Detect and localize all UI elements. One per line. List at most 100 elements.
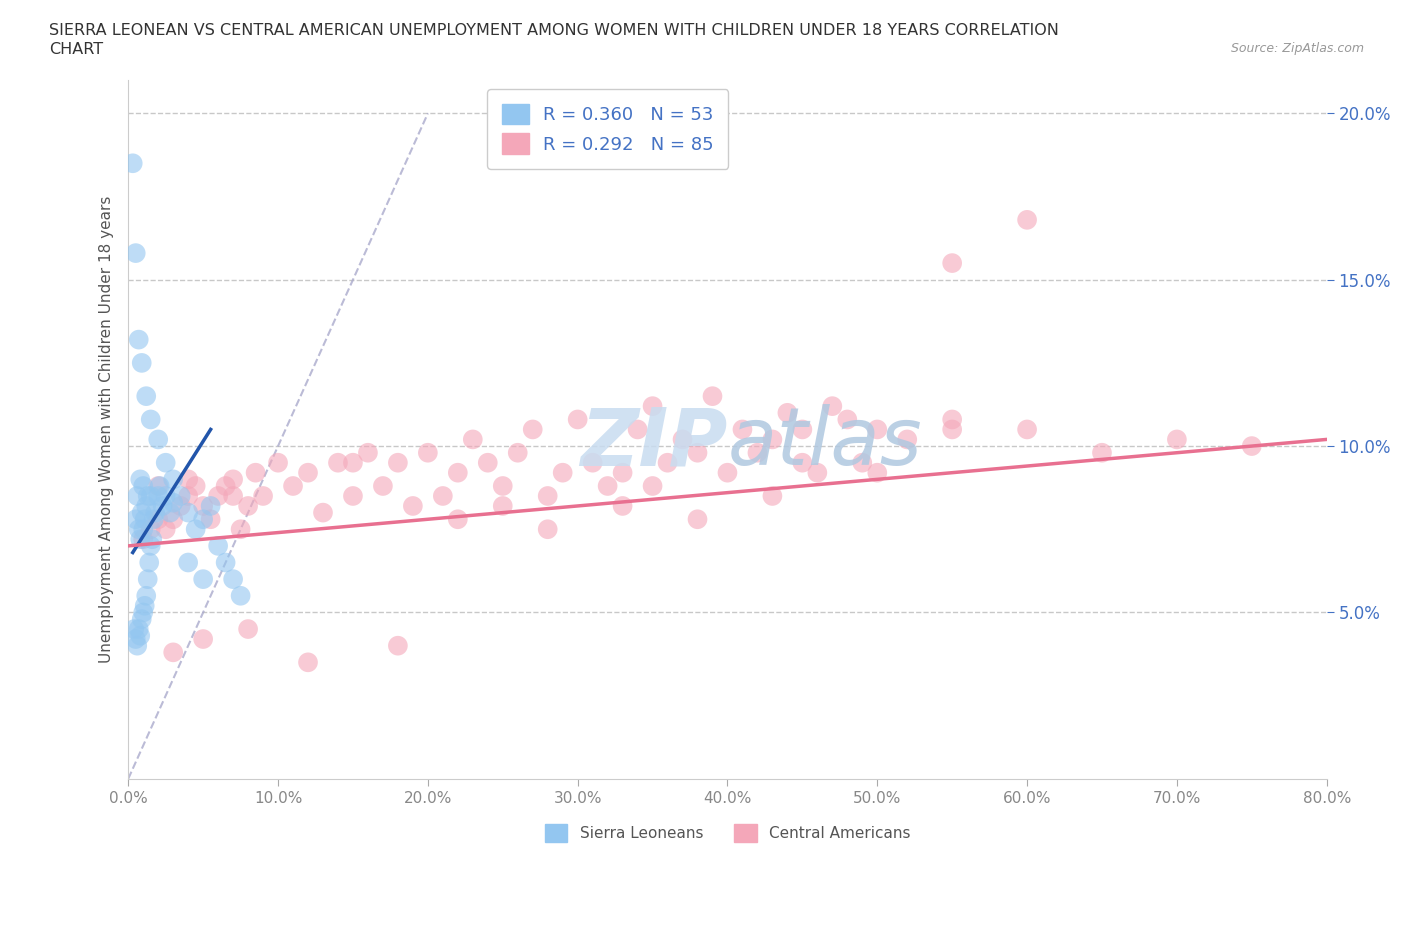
Point — [139, 538, 162, 553]
Point — [159, 505, 181, 520]
Point — [686, 445, 709, 460]
Point — [214, 555, 236, 570]
Point — [716, 465, 738, 480]
Point — [342, 456, 364, 471]
Point — [357, 445, 380, 460]
Point — [267, 456, 290, 471]
Text: CHART: CHART — [49, 42, 103, 57]
Point — [941, 412, 963, 427]
Point — [138, 555, 160, 570]
Point — [492, 479, 515, 494]
Point — [506, 445, 529, 460]
Point — [537, 488, 560, 503]
Point — [747, 445, 769, 460]
Point — [297, 465, 319, 480]
Point — [200, 498, 222, 513]
Point — [387, 456, 409, 471]
Point — [806, 465, 828, 480]
Point — [851, 456, 873, 471]
Point — [626, 422, 648, 437]
Point — [686, 512, 709, 526]
Point — [162, 495, 184, 510]
Point — [447, 512, 470, 526]
Point — [132, 479, 155, 494]
Point — [148, 512, 170, 526]
Point — [461, 432, 484, 446]
Point — [214, 479, 236, 494]
Point — [177, 488, 200, 503]
Point — [136, 488, 159, 503]
Point — [152, 498, 174, 513]
Point — [567, 412, 589, 427]
Point — [129, 532, 152, 547]
Point — [191, 572, 214, 587]
Point — [125, 631, 148, 646]
Text: SIERRA LEONEAN VS CENTRAL AMERICAN UNEMPLOYMENT AMONG WOMEN WITH CHILDREN UNDER : SIERRA LEONEAN VS CENTRAL AMERICAN UNEMP… — [49, 23, 1059, 38]
Point — [128, 621, 150, 636]
Point — [702, 389, 724, 404]
Point — [837, 412, 859, 427]
Point — [162, 644, 184, 659]
Point — [143, 505, 166, 520]
Point — [207, 538, 229, 553]
Point — [200, 512, 222, 526]
Point — [207, 488, 229, 503]
Point — [191, 512, 214, 526]
Point — [387, 638, 409, 653]
Point — [132, 532, 155, 547]
Point — [125, 512, 148, 526]
Point — [155, 456, 177, 471]
Y-axis label: Unemployment Among Women with Children Under 18 years: Unemployment Among Women with Children U… — [100, 195, 114, 663]
Point — [776, 405, 799, 420]
Point — [792, 456, 814, 471]
Point — [136, 572, 159, 587]
Point — [1240, 439, 1263, 454]
Point — [281, 479, 304, 494]
Point — [148, 432, 170, 446]
Point — [149, 479, 172, 494]
Point — [612, 465, 634, 480]
Point — [125, 246, 148, 260]
Point — [184, 479, 207, 494]
Point — [135, 389, 157, 404]
Point — [191, 631, 214, 646]
Point — [148, 479, 170, 494]
Point — [447, 465, 470, 480]
Point — [222, 572, 245, 587]
Point — [148, 488, 170, 503]
Point — [866, 422, 889, 437]
Point — [402, 498, 425, 513]
Point — [731, 422, 754, 437]
Point — [432, 488, 454, 503]
Point — [941, 422, 963, 437]
Point — [1017, 212, 1039, 227]
Point — [222, 472, 245, 486]
Point — [222, 488, 245, 503]
Point — [135, 589, 157, 604]
Point — [131, 612, 153, 627]
Point — [1017, 422, 1039, 437]
Point — [139, 522, 162, 537]
Point — [184, 522, 207, 537]
Point — [896, 432, 918, 446]
Point — [122, 621, 145, 636]
Point — [236, 621, 259, 636]
Point — [1091, 445, 1114, 460]
Point — [596, 479, 619, 494]
Point — [132, 522, 155, 537]
Point — [229, 589, 252, 604]
Point — [371, 479, 394, 494]
Point — [134, 598, 156, 613]
Point — [127, 638, 149, 653]
Point — [792, 422, 814, 437]
Point — [582, 456, 605, 471]
Point — [297, 655, 319, 670]
Point — [155, 488, 177, 503]
Point — [128, 522, 150, 537]
Point — [671, 432, 693, 446]
Point — [537, 522, 560, 537]
Point — [134, 512, 156, 526]
Text: ZIP: ZIP — [581, 405, 727, 483]
Point — [641, 479, 664, 494]
Point — [612, 498, 634, 513]
